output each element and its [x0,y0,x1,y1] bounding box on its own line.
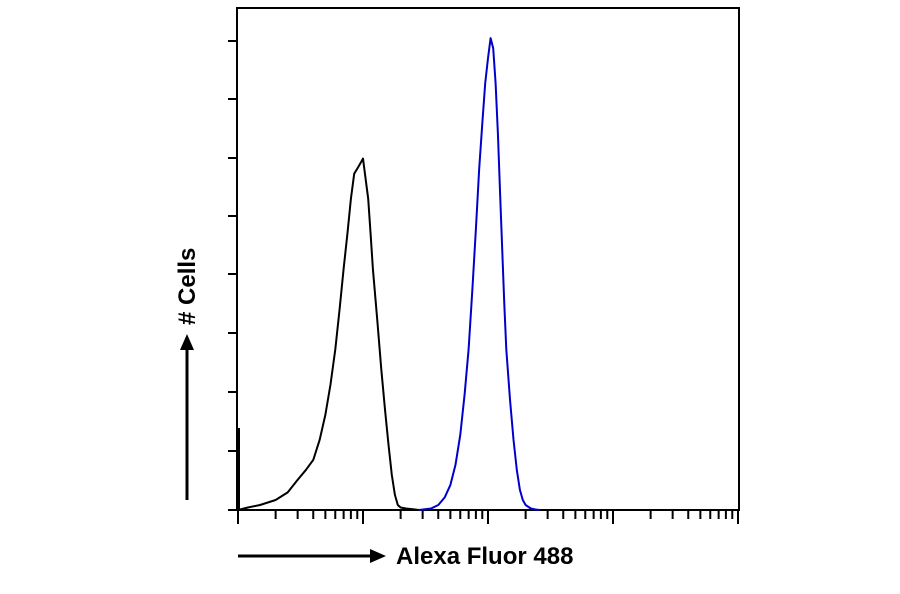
y-axis-label: # Cells [174,248,201,325]
x-axis-ticks [237,510,739,524]
plot-border [236,7,740,511]
series-line-0 [237,157,420,511]
series-line-1 [418,37,541,511]
plot-frame [236,7,740,511]
y-axis-ticks [228,40,237,511]
x-axis-label: Alexa Fluor 488 [396,543,573,570]
x-axis-arrow-head [370,549,386,563]
histogram-series [237,37,541,511]
y-axis-arrow-head [180,334,194,350]
